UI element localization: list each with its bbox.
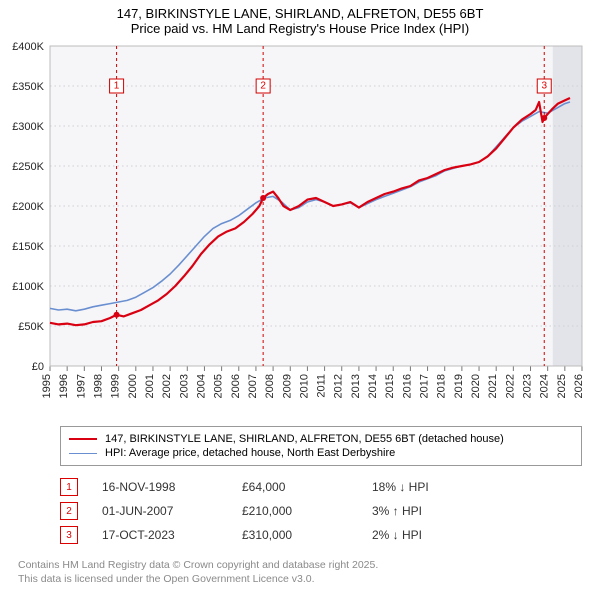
license-line2: This data is licensed under the Open Gov… bbox=[18, 572, 582, 586]
svg-text:2001: 2001 bbox=[144, 374, 156, 398]
svg-text:2019: 2019 bbox=[453, 374, 465, 398]
svg-text:£250K: £250K bbox=[12, 161, 44, 173]
license-text: Contains HM Land Registry data © Crown c… bbox=[18, 558, 582, 586]
event-row: 3 17-OCT-2023 £310,000 2% ↓ HPI bbox=[60, 526, 582, 544]
chart: £0 £50K £100K £150K £200K £250K £300K £350K £400… bbox=[0, 40, 600, 420]
title-line1: 147, BIRKINSTYLE LANE, SHIRLAND, ALFRETO… bbox=[10, 6, 590, 21]
svg-text:£400K: £400K bbox=[12, 41, 44, 53]
svg-text:£200K: £200K bbox=[12, 201, 44, 213]
svg-text:2003: 2003 bbox=[178, 374, 190, 398]
svg-text:2004: 2004 bbox=[195, 374, 207, 398]
legend-item: 147, BIRKINSTYLE LANE, SHIRLAND, ALFRETO… bbox=[69, 433, 573, 445]
event-delta: 3% ↑ HPI bbox=[372, 504, 492, 518]
event-badge: 2 bbox=[60, 502, 78, 520]
svg-text:£50K: £50K bbox=[18, 321, 44, 333]
svg-text:2025: 2025 bbox=[556, 374, 568, 398]
svg-text:2016: 2016 bbox=[401, 374, 413, 398]
event-date: 17-OCT-2023 bbox=[102, 528, 242, 542]
svg-text:2012: 2012 bbox=[333, 374, 345, 398]
event-row: 1 16-NOV-1998 £64,000 18% ↓ HPI bbox=[60, 478, 582, 496]
svg-text:1995: 1995 bbox=[41, 374, 53, 398]
svg-text:2009: 2009 bbox=[281, 374, 293, 398]
svg-text:1997: 1997 bbox=[75, 374, 87, 398]
svg-text:2006: 2006 bbox=[230, 374, 242, 398]
legend-label: 147, BIRKINSTYLE LANE, SHIRLAND, ALFRETO… bbox=[105, 433, 504, 445]
event-badge: 1 bbox=[60, 478, 78, 496]
svg-text:1999: 1999 bbox=[110, 374, 122, 398]
legend-swatch-blue bbox=[69, 453, 97, 454]
svg-text:2026: 2026 bbox=[573, 374, 585, 398]
svg-text:2005: 2005 bbox=[213, 374, 225, 398]
svg-text:2007: 2007 bbox=[247, 374, 259, 398]
svg-text:2023: 2023 bbox=[522, 374, 534, 398]
svg-text:2015: 2015 bbox=[384, 374, 396, 398]
event-delta: 2% ↓ HPI bbox=[372, 528, 492, 542]
svg-text:£0: £0 bbox=[32, 361, 44, 373]
svg-text:1998: 1998 bbox=[92, 374, 104, 398]
svg-text:2002: 2002 bbox=[161, 374, 173, 398]
events-table: 1 16-NOV-1998 £64,000 18% ↓ HPI 2 01-JUN… bbox=[60, 478, 582, 544]
event-date: 01-JUN-2007 bbox=[102, 504, 242, 518]
svg-text:2014: 2014 bbox=[367, 374, 379, 398]
svg-text:2010: 2010 bbox=[298, 374, 310, 398]
svg-text:£300K: £300K bbox=[12, 121, 44, 133]
svg-text:£100K: £100K bbox=[12, 281, 44, 293]
svg-text:2021: 2021 bbox=[487, 374, 499, 398]
event-price: £310,000 bbox=[242, 528, 372, 542]
svg-text:1996: 1996 bbox=[58, 374, 70, 398]
legend: 147, BIRKINSTYLE LANE, SHIRLAND, ALFRETO… bbox=[60, 426, 582, 466]
svg-text:£350K: £350K bbox=[12, 81, 44, 93]
event-price: £64,000 bbox=[242, 480, 372, 494]
event-badge: 3 bbox=[60, 526, 78, 544]
event-delta: 18% ↓ HPI bbox=[372, 480, 492, 494]
svg-text:2017: 2017 bbox=[419, 374, 431, 398]
svg-text:3: 3 bbox=[541, 81, 547, 92]
chart-title-block: 147, BIRKINSTYLE LANE, SHIRLAND, ALFRETO… bbox=[0, 0, 600, 40]
svg-text:£150K: £150K bbox=[12, 241, 44, 253]
svg-text:2024: 2024 bbox=[539, 374, 551, 398]
event-row: 2 01-JUN-2007 £210,000 3% ↑ HPI bbox=[60, 502, 582, 520]
svg-text:1: 1 bbox=[114, 81, 120, 92]
event-price: £210,000 bbox=[242, 504, 372, 518]
svg-text:2011: 2011 bbox=[316, 374, 328, 398]
title-line2: Price paid vs. HM Land Registry's House … bbox=[10, 21, 590, 36]
svg-text:2020: 2020 bbox=[470, 374, 482, 398]
svg-text:2013: 2013 bbox=[350, 374, 362, 398]
svg-text:2022: 2022 bbox=[504, 374, 516, 398]
event-date: 16-NOV-1998 bbox=[102, 480, 242, 494]
svg-text:2: 2 bbox=[260, 81, 266, 92]
legend-item: HPI: Average price, detached house, Nort… bbox=[69, 447, 573, 459]
svg-text:2018: 2018 bbox=[436, 374, 448, 398]
svg-text:2000: 2000 bbox=[127, 374, 139, 398]
legend-swatch-red bbox=[69, 438, 97, 440]
chart-svg: £0 £50K £100K £150K £200K £250K £300K £350K £400… bbox=[0, 40, 600, 420]
license-line1: Contains HM Land Registry data © Crown c… bbox=[18, 558, 582, 572]
svg-text:2008: 2008 bbox=[264, 374, 276, 398]
legend-label: HPI: Average price, detached house, Nort… bbox=[105, 447, 395, 459]
